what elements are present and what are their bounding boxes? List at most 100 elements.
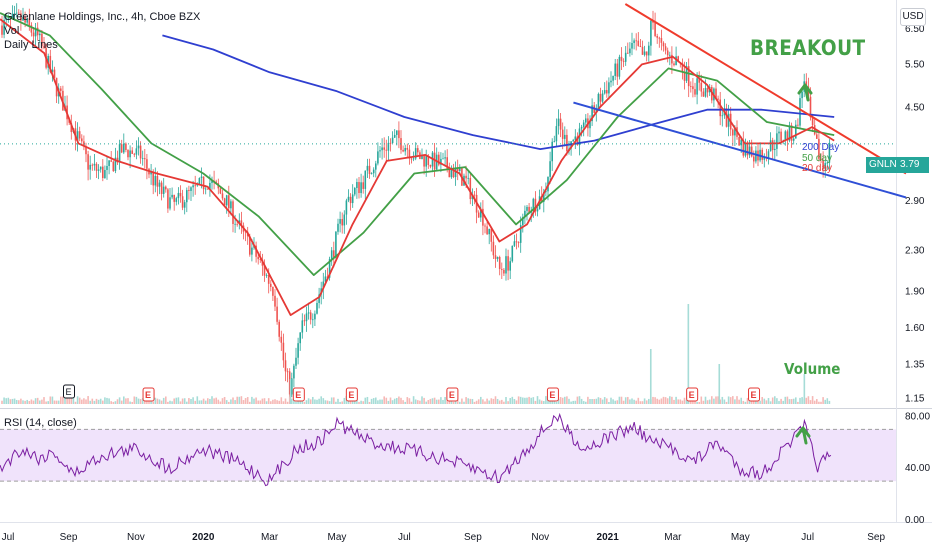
candle-body xyxy=(572,139,574,142)
volume-bar xyxy=(196,396,199,404)
candle-body xyxy=(366,165,369,171)
volume-bar xyxy=(333,397,335,404)
currency-badge[interactable]: USD xyxy=(900,8,926,26)
volume-bar xyxy=(507,401,509,404)
volume-bar xyxy=(307,398,310,404)
volume-bar xyxy=(129,401,131,404)
candle-body xyxy=(477,212,480,218)
volume-bar xyxy=(15,399,18,404)
volume-bar xyxy=(393,398,396,404)
candle-body xyxy=(482,208,484,226)
candle-body xyxy=(629,48,631,54)
candle-body xyxy=(648,45,650,56)
volume-bar xyxy=(763,398,766,404)
volume-bar xyxy=(131,401,133,404)
candle-body xyxy=(291,378,293,395)
vol-legend[interactable]: Vol xyxy=(4,25,20,37)
volume-annotation: Volume xyxy=(784,360,841,378)
candle-body xyxy=(423,155,425,167)
candle-body xyxy=(370,173,373,175)
volume-bar xyxy=(202,398,205,404)
volume-bar xyxy=(755,401,757,404)
candle-body xyxy=(417,148,419,153)
candle-body xyxy=(211,180,213,183)
volume-bar xyxy=(95,398,98,404)
candle-body xyxy=(34,27,37,37)
candle-body xyxy=(761,149,763,160)
volume-bar xyxy=(782,400,784,404)
volume-bar xyxy=(288,396,291,404)
candle-body xyxy=(337,223,339,232)
candle-body xyxy=(438,154,440,165)
candle-body xyxy=(440,158,442,165)
rsi-legend[interactable]: RSI (14, close) xyxy=(4,417,77,429)
candle-body xyxy=(270,283,272,287)
volume-bar xyxy=(366,396,369,404)
lines-legend[interactable]: Daily Lines xyxy=(4,39,58,51)
candle-body xyxy=(131,150,133,154)
volume-bar xyxy=(570,401,572,404)
candle-body xyxy=(774,148,776,151)
volume-bar xyxy=(706,400,709,404)
candle-body xyxy=(658,37,661,39)
candle-body xyxy=(797,124,799,126)
volume-bar xyxy=(370,398,373,404)
candle-body xyxy=(534,198,537,212)
candle-body xyxy=(102,166,104,179)
volume-bar xyxy=(648,398,650,404)
candle-body xyxy=(511,245,514,262)
volume-bar xyxy=(419,400,421,404)
volume-bar xyxy=(423,397,425,404)
volume-bar xyxy=(141,398,144,404)
candle-body xyxy=(223,198,226,206)
volume-bar xyxy=(824,399,826,404)
candle-body xyxy=(167,189,169,209)
candle-body xyxy=(393,134,396,138)
volume-bar xyxy=(582,401,585,404)
candle-body xyxy=(811,117,814,126)
time-axis-tick-label: Nov xyxy=(531,532,549,543)
rsi-line xyxy=(0,412,832,487)
candle-body xyxy=(412,158,415,160)
volume-bar xyxy=(807,396,810,404)
candle-body xyxy=(83,141,85,147)
volume-bar xyxy=(559,397,562,404)
candle-body xyxy=(446,157,448,169)
volume-bar xyxy=(217,399,220,404)
candle-body xyxy=(673,63,675,66)
rsi-axis-tick-label: 0.00 xyxy=(905,515,925,526)
volume-bar xyxy=(433,397,436,404)
volume-bar xyxy=(484,401,486,404)
volume-bar xyxy=(620,396,623,404)
candle-body xyxy=(368,165,371,174)
candle-body xyxy=(444,157,446,159)
volume-bar xyxy=(120,400,123,404)
candle-body xyxy=(408,149,411,159)
volume-bar xyxy=(761,397,763,404)
candle-body xyxy=(664,46,667,51)
candle-body xyxy=(314,313,316,320)
ma200-label: 200 Day xyxy=(802,142,840,153)
candle-body xyxy=(183,202,186,208)
volume-bar xyxy=(501,399,503,404)
volume-bar xyxy=(41,399,43,404)
candle-body xyxy=(99,166,102,170)
candle-body xyxy=(375,163,377,170)
candle-body xyxy=(771,140,774,151)
candle-body xyxy=(522,217,524,226)
candle-body xyxy=(748,146,751,156)
resistance-trendline xyxy=(624,3,907,175)
time-axis-tick-label: Jul xyxy=(2,532,15,543)
volume-bar xyxy=(372,398,375,404)
price-axis-tick-label: 1.35 xyxy=(905,359,925,370)
candle-body xyxy=(198,177,201,184)
candle-body xyxy=(429,164,432,167)
volume-bar xyxy=(591,399,593,404)
candle-body xyxy=(603,90,606,94)
volume-bar xyxy=(734,399,736,404)
time-axis-tick-label: Nov xyxy=(127,532,145,543)
volume-bar xyxy=(110,401,112,404)
candle-body xyxy=(662,42,665,47)
